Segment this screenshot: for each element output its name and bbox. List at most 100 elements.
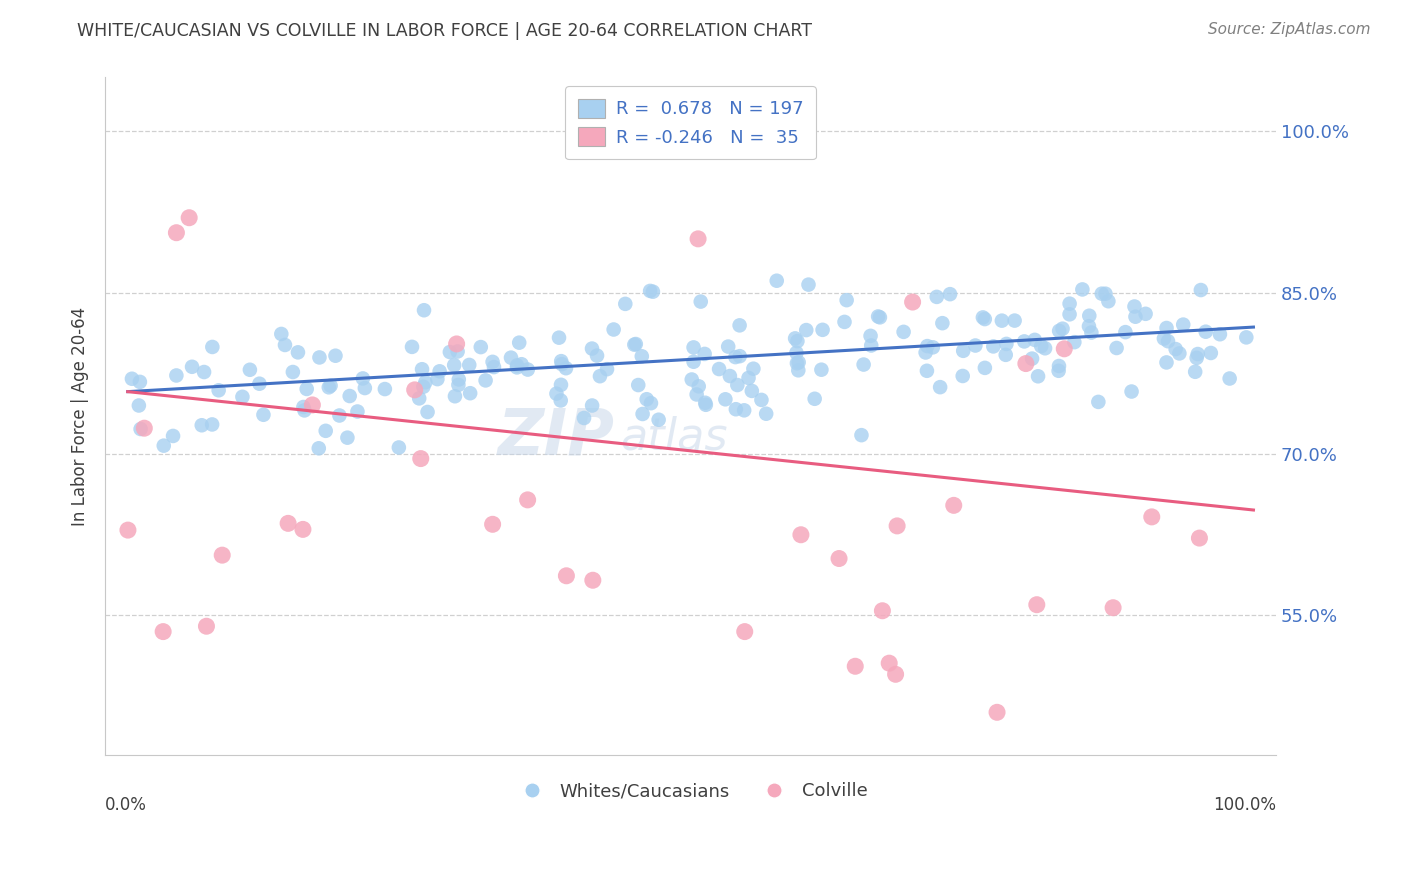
Point — [315, 424, 337, 438]
Point — [411, 362, 433, 376]
Point — [129, 422, 152, 436]
Point — [426, 372, 449, 386]
Point — [630, 349, 652, 363]
Point — [581, 342, 603, 356]
Point — [785, 331, 807, 345]
Text: atlas: atlas — [620, 416, 728, 458]
Point — [179, 211, 201, 225]
Point — [211, 548, 233, 562]
Point — [602, 322, 624, 336]
Point — [751, 392, 773, 407]
Point — [685, 387, 707, 401]
Point — [1059, 296, 1081, 310]
Point — [446, 344, 468, 359]
Point — [339, 389, 361, 403]
Point — [973, 360, 995, 375]
Point — [914, 345, 936, 359]
Point — [693, 347, 716, 361]
Point — [165, 226, 187, 240]
Point — [301, 398, 323, 412]
Text: 100.0%: 100.0% — [1213, 796, 1277, 814]
Point — [181, 359, 204, 374]
Point — [1071, 282, 1094, 296]
Point — [516, 362, 538, 376]
Point — [681, 372, 703, 386]
Point — [689, 294, 711, 309]
Point — [353, 381, 375, 395]
Point — [458, 386, 481, 401]
Point — [1021, 351, 1043, 366]
Point — [190, 418, 212, 433]
Point — [991, 313, 1014, 327]
Point — [828, 551, 851, 566]
Point — [682, 340, 704, 354]
Point — [201, 417, 224, 432]
Point — [995, 337, 1018, 351]
Point — [714, 392, 737, 407]
Point — [413, 303, 436, 318]
Point — [631, 407, 654, 421]
Point — [688, 379, 710, 393]
Point — [859, 329, 882, 343]
Point — [929, 380, 952, 394]
Point — [555, 361, 578, 376]
Point — [388, 441, 411, 455]
Point — [1025, 598, 1047, 612]
Point — [627, 378, 650, 392]
Point — [152, 624, 174, 639]
Point — [868, 310, 890, 324]
Point — [274, 338, 297, 352]
Point — [640, 396, 662, 410]
Point — [128, 375, 150, 389]
Point — [294, 403, 316, 417]
Point — [886, 519, 908, 533]
Point — [1091, 286, 1114, 301]
Point — [765, 274, 787, 288]
Point — [733, 403, 755, 417]
Point — [550, 377, 572, 392]
Point — [195, 619, 218, 633]
Point — [695, 396, 717, 410]
Point — [439, 345, 461, 359]
Point — [506, 359, 529, 373]
Point — [336, 431, 359, 445]
Point — [1114, 325, 1136, 339]
Point — [901, 295, 924, 310]
Point — [231, 390, 253, 404]
Point — [508, 335, 530, 350]
Point — [474, 373, 496, 387]
Point — [965, 338, 987, 352]
Point — [728, 318, 751, 333]
Point — [884, 667, 907, 681]
Point — [787, 363, 810, 377]
Point — [786, 334, 808, 348]
Point — [548, 331, 571, 345]
Point — [458, 358, 481, 372]
Point — [201, 340, 224, 354]
Point — [741, 384, 763, 398]
Point — [851, 428, 873, 442]
Point — [1219, 371, 1241, 385]
Point — [416, 405, 439, 419]
Point — [295, 382, 318, 396]
Point — [860, 338, 883, 352]
Point — [252, 408, 274, 422]
Point — [1033, 341, 1056, 355]
Point — [444, 389, 467, 403]
Point — [1031, 339, 1053, 353]
Point — [1078, 319, 1101, 334]
Point — [239, 363, 262, 377]
Point — [942, 499, 965, 513]
Point — [550, 354, 572, 368]
Point — [319, 378, 342, 392]
Point — [134, 421, 156, 435]
Point — [1094, 286, 1116, 301]
Point — [401, 340, 423, 354]
Point — [506, 360, 529, 375]
Point — [374, 382, 396, 396]
Point — [308, 442, 330, 456]
Point — [724, 350, 747, 364]
Point — [931, 316, 953, 330]
Point — [614, 297, 637, 311]
Point — [1123, 300, 1146, 314]
